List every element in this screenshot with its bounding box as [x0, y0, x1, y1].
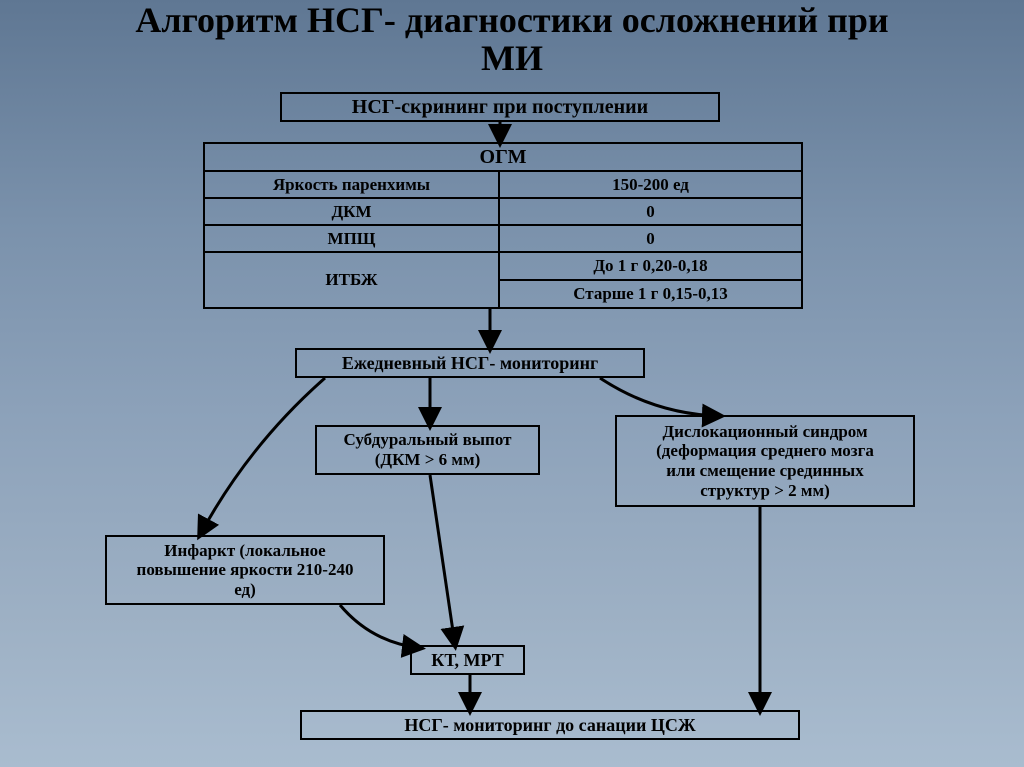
- ogm-r2-left: ДКМ: [203, 199, 500, 226]
- title-line1: Алгоритм НСГ- диагностики осложнений при: [135, 0, 888, 40]
- final-label: НСГ- мониторинг до санации ЦСЖ: [404, 715, 695, 736]
- ct-mri-label: КТ, МРТ: [431, 650, 503, 671]
- ogm-row-3: МПЩ 0: [203, 226, 803, 253]
- dislocation-l3: или смещение срединных: [666, 461, 863, 481]
- node-final: НСГ- мониторинг до санации ЦСЖ: [300, 710, 800, 740]
- node-infarct: Инфаркт (локальное повышение яркости 210…: [105, 535, 385, 605]
- ogm-itbj-right-top: До 1 г 0,20-0,18: [500, 253, 803, 281]
- infarct-l2: повышение яркости 210-240: [137, 560, 354, 580]
- screening-label: НСГ-скрининг при поступлении: [352, 96, 648, 119]
- ogm-r2-right: 0: [500, 199, 803, 226]
- slide: Алгоритм НСГ- диагностики осложнений при…: [0, 0, 1024, 767]
- arrow-monitoring-to-infarct: [200, 378, 325, 535]
- node-screening: НСГ-скрининг при поступлении: [280, 92, 720, 122]
- node-monitoring: Ежедневный НСГ- мониторинг: [295, 348, 645, 378]
- ogm-itbj-left: ИТБЖ: [203, 253, 500, 309]
- ogm-r3-left: МПЩ: [203, 226, 500, 253]
- ogm-header-label: ОГМ: [480, 146, 527, 169]
- ogm-row-itbj: ИТБЖ До 1 г 0,20-0,18 Старше 1 г 0,15-0,…: [203, 253, 803, 309]
- node-dislocation: Дислокационный синдром (деформация средн…: [615, 415, 915, 507]
- ogm-itbj-right-bottom: Старше 1 г 0,15-0,13: [500, 281, 803, 309]
- ogm-row-2: ДКМ 0: [203, 199, 803, 226]
- node-ct-mri: КТ, МРТ: [410, 645, 525, 675]
- dislocation-l4: структур > 2 мм): [700, 481, 829, 501]
- infarct-l3: ед): [234, 580, 256, 600]
- slide-title: Алгоритм НСГ- диагностики осложнений при…: [0, 2, 1024, 78]
- ogm-header: ОГМ: [203, 142, 803, 172]
- title-line2: МИ: [481, 38, 543, 78]
- dislocation-l2: (деформация среднего мозга: [656, 441, 874, 461]
- infarct-l1: Инфаркт (локальное: [164, 541, 325, 561]
- arrow-monitoring-to-dislocation: [600, 378, 720, 416]
- ogm-header-row: ОГМ: [203, 142, 803, 172]
- arrow-subdural-to-ctmri: [430, 475, 455, 645]
- subdural-label: Субдуральный выпот (ДКМ > 6 мм): [323, 430, 532, 469]
- ogm-r1-right: 150-200 ед: [500, 172, 803, 199]
- ogm-r1-left: Яркость паренхимы: [203, 172, 500, 199]
- dislocation-l1: Дислокационный синдром: [662, 422, 867, 442]
- ogm-row-1: Яркость паренхимы 150-200 ед: [203, 172, 803, 199]
- monitoring-label: Ежедневный НСГ- мониторинг: [342, 353, 598, 374]
- node-subdural: Субдуральный выпот (ДКМ > 6 мм): [315, 425, 540, 475]
- arrow-infarct-to-ctmri: [340, 605, 420, 648]
- ogm-r3-right: 0: [500, 226, 803, 253]
